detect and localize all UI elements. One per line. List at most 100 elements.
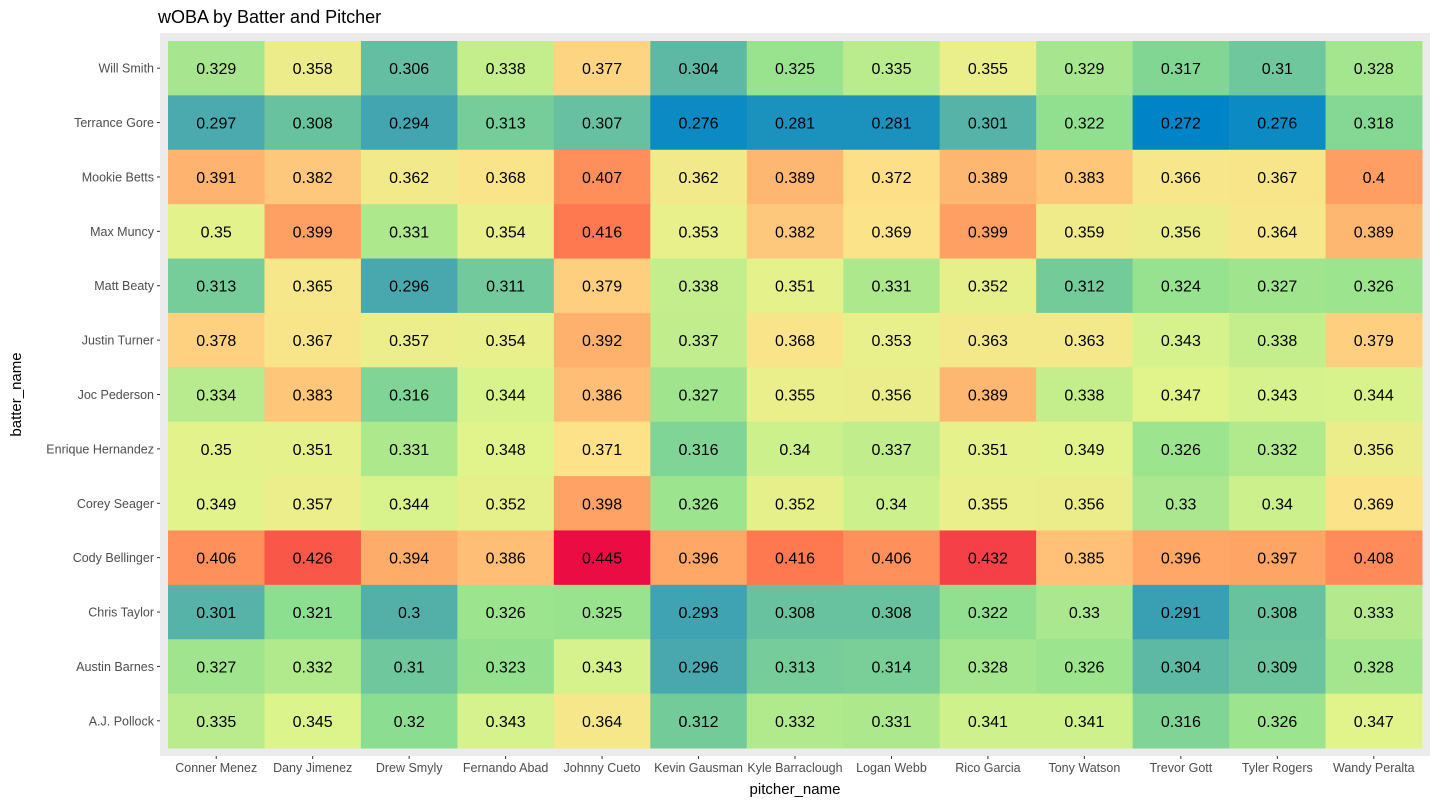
x-tick-label: Fernando Abad: [463, 761, 549, 775]
cell-value-label: 0.297: [196, 116, 236, 133]
cell-value-label: 0.327: [196, 659, 236, 676]
heatmap-cell: [168, 639, 265, 695]
cell-value-label: 0.276: [679, 116, 719, 133]
y-tick-label: Will Smith: [98, 62, 154, 76]
heatmap-cell: [843, 693, 941, 749]
heatmap-cell: [1229, 421, 1327, 477]
heatmap-cell: [457, 421, 555, 477]
cell-value-label: 0.316: [679, 442, 719, 459]
heatmap-cell: [1229, 530, 1327, 586]
heatmap-cell: [1036, 530, 1134, 586]
heatmap-cell: [1325, 41, 1423, 96]
heatmap-cell: [1325, 421, 1423, 477]
heatmap-cell: [457, 204, 555, 260]
heatmap-cell: [843, 41, 941, 96]
x-tick-label: Wandy Peralta: [1333, 761, 1415, 775]
cell-value-label: 0.348: [486, 442, 526, 459]
cell-value-label: 0.396: [679, 551, 719, 568]
cell-value-label: 0.368: [775, 333, 815, 350]
heatmap-cell: [939, 367, 1037, 423]
cell-value-label: 0.291: [1161, 605, 1201, 622]
heatmap-cell: [264, 693, 362, 749]
heatmap-cell: [1229, 258, 1327, 314]
heatmap-cell: [1132, 367, 1230, 423]
heatmap-cell: [168, 476, 265, 531]
heatmap-cell: [746, 204, 844, 260]
cell-value-label: 0.416: [582, 224, 622, 241]
cell-value-label: 0.352: [775, 496, 815, 513]
heatmap-cell: [843, 95, 941, 151]
x-tick-label: Rico Garcia: [955, 761, 1020, 775]
cell-value-label: 0.386: [582, 388, 622, 405]
heatmap-cell: [553, 584, 651, 640]
heatmap-cell: [939, 312, 1037, 368]
heatmap-cell: [843, 149, 941, 205]
heatmap-cell: [1132, 639, 1230, 695]
heatmap-cell: [843, 367, 941, 423]
cell-value-label: 0.364: [582, 714, 622, 731]
cell-value-label: 0.399: [293, 224, 333, 241]
cell-value-label: 0.445: [582, 551, 622, 568]
heatmap-cell: [1229, 41, 1327, 96]
heatmap-cell: [1325, 639, 1423, 695]
heatmap-cell: [168, 530, 265, 586]
cell-value-label: 0.382: [293, 170, 333, 187]
heatmap-cell: [650, 204, 748, 260]
heatmap-cell: [360, 258, 458, 314]
heatmap-cell: [264, 530, 362, 586]
heatmap-cells: 0.329 0.358 0.306 0.338 0.377 0.304 0.325 0.335…: [168, 41, 1423, 749]
heatmap-cell: [1229, 584, 1327, 640]
cell-value-label: 0.357: [389, 333, 429, 350]
x-tick-label: Tyler Rogers: [1242, 761, 1313, 775]
heatmap-cell: [553, 258, 651, 314]
cell-value-label: 0.316: [1161, 714, 1201, 731]
heatmap-cell: [553, 312, 651, 368]
cell-value-label: 0.367: [293, 333, 333, 350]
x-tick-label: Tony Watson: [1048, 761, 1120, 775]
heatmap-cell: [360, 367, 458, 423]
heatmap-cell: [168, 149, 265, 205]
heatmap-cell: [1325, 149, 1423, 205]
cell-value-label: 0.406: [196, 551, 236, 568]
heatmap-cell: [843, 639, 941, 695]
y-tick-label: Mookie Betts: [82, 170, 154, 184]
heatmap-cell: [264, 367, 362, 423]
heatmap-cell: [650, 530, 748, 586]
cell-value-label: 0.355: [968, 496, 1008, 513]
cell-value-label: 0.316: [389, 388, 429, 405]
heatmap-cell: [360, 41, 458, 96]
cell-value-label: 0.4: [1363, 170, 1385, 187]
cell-value-label: 0.34: [876, 496, 907, 513]
heatmap-cell: [939, 530, 1037, 586]
cell-value-label: 0.432: [968, 551, 1008, 568]
heatmap-cell: [650, 421, 748, 477]
heatmap-cell: [650, 95, 748, 151]
cell-value-label: 0.396: [1161, 551, 1201, 568]
cell-value-label: 0.357: [293, 496, 333, 513]
y-tick-label: Chris Taylor: [88, 606, 154, 620]
cell-value-label: 0.366: [1161, 170, 1201, 187]
heatmap-cell: [1036, 367, 1134, 423]
cell-value-label: 0.356: [1064, 496, 1104, 513]
cell-value-label: 0.281: [871, 116, 911, 133]
cell-value-label: 0.344: [1354, 388, 1394, 405]
cell-value-label: 0.359: [1064, 224, 1104, 241]
cell-value-label: 0.337: [871, 442, 911, 459]
cell-value-label: 0.326: [679, 496, 719, 513]
heatmap-cell: [1132, 204, 1230, 260]
heatmap-cell: [1132, 258, 1230, 314]
heatmap-cell: [1325, 258, 1423, 314]
cell-value-label: 0.338: [679, 279, 719, 296]
cell-value-label: 0.325: [775, 61, 815, 78]
heatmap-cell: [1325, 693, 1423, 749]
heatmap-cell: [360, 95, 458, 151]
cell-value-label: 0.272: [1161, 116, 1201, 133]
heatmap-cell: [939, 693, 1037, 749]
heatmap-cell: [1132, 149, 1230, 205]
cell-value-label: 0.328: [968, 659, 1008, 676]
heatmap-cell: [553, 95, 651, 151]
cell-value-label: 0.309: [1257, 659, 1297, 676]
cell-value-label: 0.364: [1257, 224, 1297, 241]
cell-value-label: 0.317: [1161, 61, 1201, 78]
